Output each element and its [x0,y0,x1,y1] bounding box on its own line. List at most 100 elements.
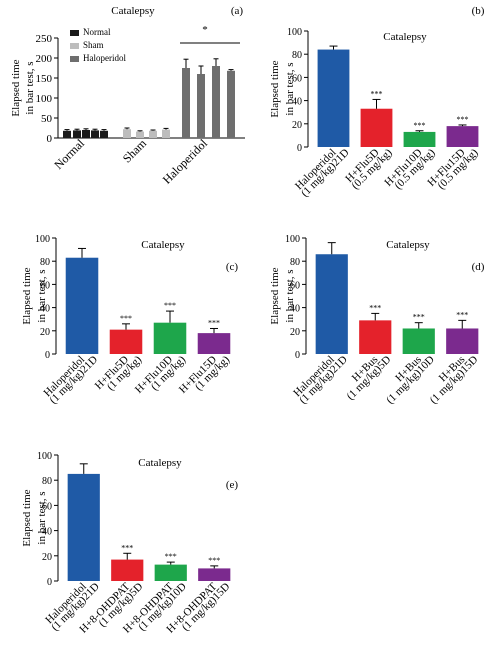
y-axis-label: Elapsed time [21,267,33,324]
bar [65,257,99,354]
bar [197,333,231,354]
y-tick-label: 40 [40,304,50,315]
legend-swatch [70,30,79,36]
panel-label: (e) [226,479,239,491]
y-tick-label: 250 [36,33,53,45]
significance-label: *** [371,89,383,98]
y-tick-label: 80 [292,50,302,61]
y-tick-label: 80 [290,257,300,268]
y-tick-label: 20 [290,327,300,338]
panel-label: (a) [231,5,244,17]
bar [123,129,131,138]
bar [446,328,479,354]
y-tick-label: 100 [36,93,53,105]
y-tick-label: 60 [290,280,300,291]
panel-label: (b) [472,5,485,17]
chart-title: Catalepsy [386,239,430,251]
y-tick-label: 0 [47,133,53,145]
bar [403,131,436,147]
significance-label: *** [120,314,132,323]
y-tick-label: 0 [45,350,50,361]
chart-panel-3: Catalepsy (d) Elapsed time in bar test, s 0 2… [269,234,485,406]
y-tick-label: 20 [292,120,302,131]
bar [227,70,235,138]
y-tick-label: 60 [40,280,50,291]
y-axis-label: Elapsed time [269,60,281,117]
bar [317,49,350,148]
bar [100,130,108,138]
y-tick-label: 40 [290,304,300,315]
y-tick-label: 40 [292,97,302,108]
legend-swatch [70,43,79,49]
y-tick-label: 50 [41,113,53,125]
y-tick-label: 40 [42,527,52,538]
y-tick-label: 100 [287,27,302,38]
x-tick-label: Haloperidol [160,136,211,187]
bar [212,66,220,138]
significance-label: *** [208,318,220,327]
bar [149,130,157,138]
legend-entry: Haloperidol [83,53,126,63]
bar [154,564,187,581]
chart-title: Catalepsy [383,31,427,43]
chart-panel-0: Catalepsy (a) Elapsed time in bar test, s 0 5… [10,5,245,187]
y-tick-label: 80 [40,257,50,268]
panel-label: (c) [226,261,239,273]
panel-label: (d) [472,261,485,273]
bar [182,68,190,138]
y-axis-label: in bar test, s [284,62,296,115]
bar [111,559,144,581]
x-tick-label: Normal [51,136,87,172]
chart-panel-1: Catalepsy (b) Elapsed time in bar test, s 0 2… [269,5,485,199]
chart-panel-2: Catalepsy (c) Elapsed time in bar test, s 0 2… [21,234,238,406]
y-tick-label: 200 [36,53,53,65]
y-axis-label: in bar test, s [36,269,48,322]
y-tick-label: 20 [40,327,50,338]
bar [91,130,99,138]
significance-label: *** [121,543,133,552]
y-tick-label: 20 [42,552,52,563]
chart-title: Catalepsy [141,239,185,251]
bar [82,130,90,138]
chart-panel-4: Catalepsy (e) Elapsed time in bar test, s 0 2… [21,451,238,636]
bar [153,322,187,354]
bar [109,329,143,354]
bar [359,320,392,354]
bar [63,130,71,138]
x-tick-labels: Normal Sham Haloperidol [51,136,210,187]
significance-label: *** [164,301,176,310]
significance-label: *** [456,310,468,319]
bar [67,473,100,581]
significance-star: * [202,24,208,36]
y-axis-label: Elapsed time [10,59,22,116]
significance-label: *** [165,552,177,561]
significance-label: *** [369,303,381,312]
y-tick-label: 100 [285,234,300,245]
y-axis-label: Elapsed time [21,489,33,546]
bar [402,328,435,354]
y-tick-label: 60 [42,501,52,512]
y-tick-label: 0 [295,350,300,361]
bar [315,254,348,354]
y-tick-label: 0 [297,143,302,154]
bar [162,129,170,138]
chart-title: Catalepsy [111,5,155,17]
bar [136,131,144,138]
y-tick-label: 100 [37,451,52,462]
significance-label: *** [413,313,425,322]
y-tick-label: 150 [36,73,53,85]
y-axis-label: in bar test, s [36,491,48,544]
bar [73,130,81,138]
y-tick-label: 80 [42,476,52,487]
bar [198,568,231,581]
y-axis-label: Elapsed time [269,267,281,324]
y-axis-label: in bar test, s [284,269,296,322]
bar [446,126,479,147]
y-tick-label: 60 [292,73,302,84]
bar [360,108,393,147]
y-tick-label: 100 [35,234,50,245]
x-tick-label: Sham [120,136,150,166]
legend-entry: Sham [83,40,104,50]
bar [197,74,205,138]
